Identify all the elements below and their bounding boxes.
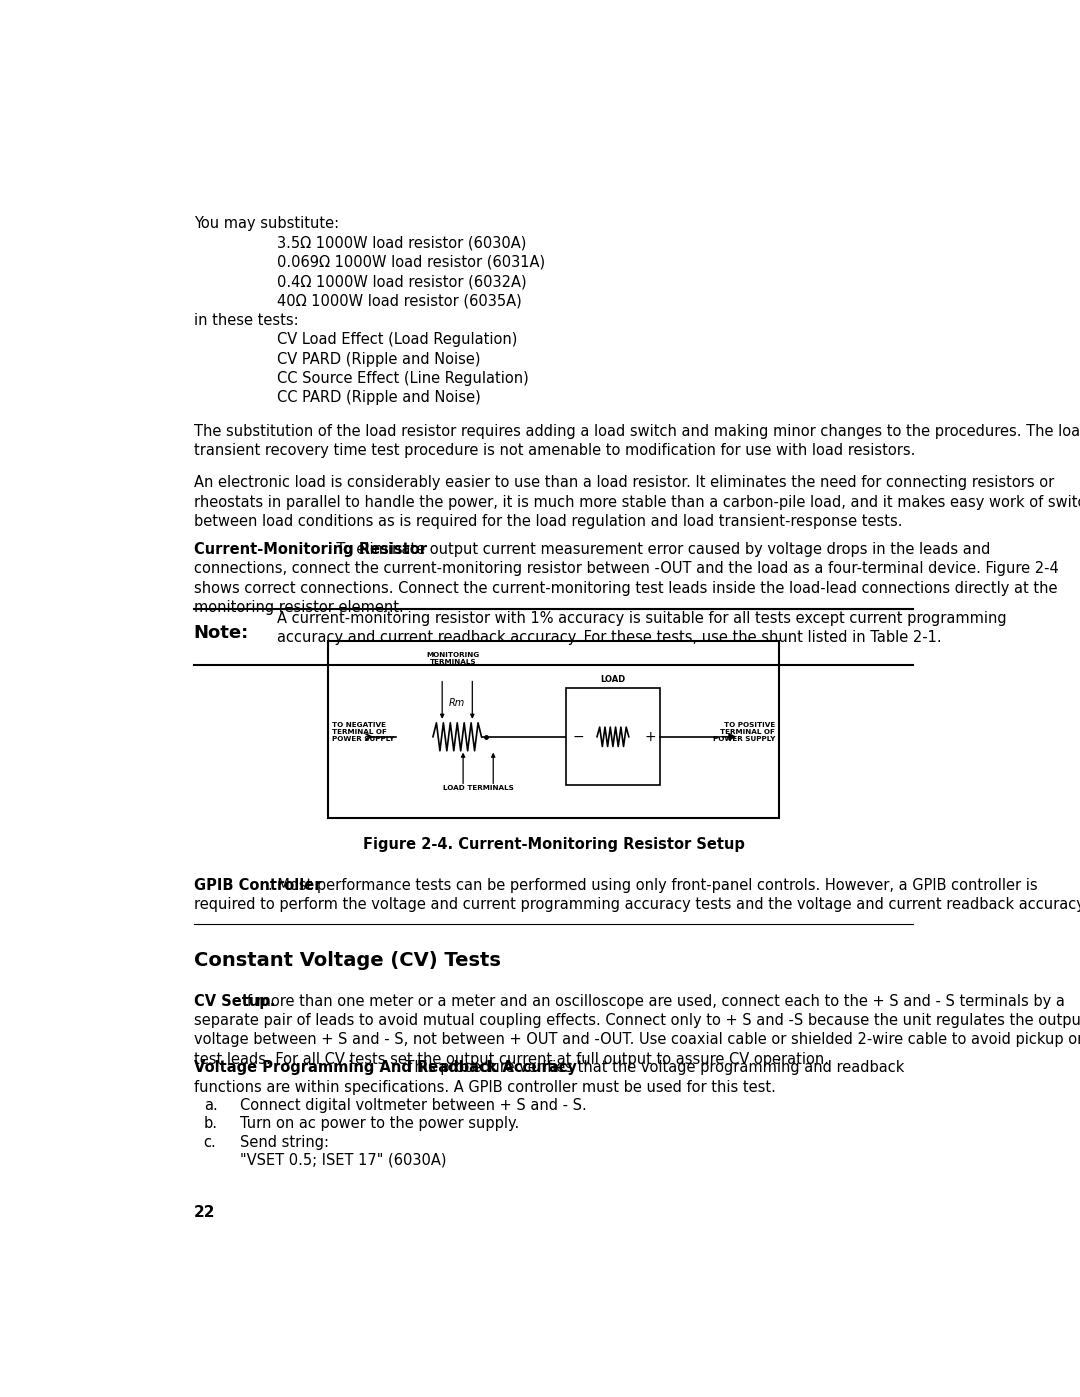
Text: Note:: Note: (193, 623, 248, 641)
Text: Rm: Rm (449, 697, 465, 708)
Text: CV Load Effect (Load Regulation): CV Load Effect (Load Regulation) (278, 332, 517, 348)
Text: Constant Voltage (CV) Tests: Constant Voltage (CV) Tests (193, 951, 500, 970)
Text: Send string:: Send string: (240, 1134, 328, 1150)
Text: GPIB Controller: GPIB Controller (193, 877, 321, 893)
Text: accuracy and current readback accuracy. For these tests, use the shunt listed in: accuracy and current readback accuracy. … (278, 630, 942, 645)
Text: separate pair of leads to avoid mutual coupling effects. Connect only to + S and: separate pair of leads to avoid mutual c… (193, 1013, 1080, 1028)
Text: rheostats in parallel to handle the power, it is much more stable than a carbon-: rheostats in parallel to handle the powe… (193, 495, 1080, 510)
Text: required to perform the voltage and current programming accuracy tests and the v: required to perform the voltage and curr… (193, 897, 1080, 912)
Text: "VSET 0.5; ISET 17" (6030A): "VSET 0.5; ISET 17" (6030A) (240, 1153, 446, 1168)
Text: between load conditions as is required for the load regulation and load transien: between load conditions as is required f… (193, 514, 902, 529)
Text: voltage between + S and - S, not between + OUT and -OUT. Use coaxial cable or sh: voltage between + S and - S, not between… (193, 1032, 1080, 1048)
Text: You may substitute:: You may substitute: (193, 217, 339, 231)
Text: The substitution of the load resistor requires adding a load switch and making m: The substitution of the load resistor re… (193, 423, 1080, 439)
Text: TO NEGATIVE
TERMINAL OF
POWER SUPPLY: TO NEGATIVE TERMINAL OF POWER SUPPLY (332, 722, 394, 742)
Text: Turn on ac power to the power supply.: Turn on ac power to the power supply. (240, 1116, 518, 1132)
Text: in these tests:: in these tests: (193, 313, 298, 328)
Text: 40Ω 1000W load resistor (6035A): 40Ω 1000W load resistor (6035A) (278, 293, 522, 309)
Text: . To eliminate output current measurement error caused by voltage drops in the l: . To eliminate output current measuremen… (327, 542, 990, 557)
Text: 0.4Ω 1000W load resistor (6032A): 0.4Ω 1000W load resistor (6032A) (278, 274, 527, 289)
Text: monitoring resistor element.: monitoring resistor element. (193, 601, 403, 615)
Text: transient recovery time test procedure is not amenable to modification for use w: transient recovery time test procedure i… (193, 443, 915, 458)
Text: 3.5Ω 1000W load resistor (6030A): 3.5Ω 1000W load resistor (6030A) (278, 236, 527, 250)
Text: A current-monitoring resistor with 1% accuracy is suitable for all tests except : A current-monitoring resistor with 1% ac… (278, 610, 1007, 626)
Text: test leads. For all CV tests set the output current at full output to assure CV : test leads. For all CV tests set the out… (193, 1052, 828, 1067)
Text: 0.069Ω 1000W load resistor (6031A): 0.069Ω 1000W load resistor (6031A) (278, 254, 545, 270)
Bar (327, 641, 780, 819)
Text: shows correct connections. Connect the current-monitoring test leads inside the : shows correct connections. Connect the c… (193, 581, 1057, 595)
Text: c.: c. (204, 1134, 216, 1150)
Text: LOAD: LOAD (600, 675, 625, 685)
Text: Voltage Programming And Readback Accuracy: Voltage Programming And Readback Accurac… (193, 1060, 577, 1076)
Text: functions are within specifications. A GPIB controller must be used for this tes: functions are within specifications. A G… (193, 1080, 775, 1095)
Text: 22: 22 (193, 1204, 215, 1220)
Text: CV Setup.: CV Setup. (193, 993, 275, 1009)
Text: Connect digital voltmeter between + S and - S.: Connect digital voltmeter between + S an… (240, 1098, 586, 1113)
Text: . This procedure verifies that the voltage programming and readback: . This procedure verifies that the volta… (396, 1060, 904, 1076)
Text: CC Source Effect (Line Regulation): CC Source Effect (Line Regulation) (278, 372, 529, 386)
Text: Current-Monitoring Resistor: Current-Monitoring Resistor (193, 542, 427, 557)
Bar (566, 689, 660, 785)
Text: b.: b. (204, 1116, 218, 1132)
Text: CC PARD (Ripple and Noise): CC PARD (Ripple and Noise) (278, 390, 481, 405)
Text: MONITORING
TERMINALS: MONITORING TERMINALS (427, 651, 480, 665)
Text: −: − (572, 729, 584, 743)
Text: TO POSITIVE
TERMINAL OF
POWER SUPPLY: TO POSITIVE TERMINAL OF POWER SUPPLY (713, 722, 775, 742)
Text: connections, connect the current-monitoring resistor between -OUT and the load a: connections, connect the current-monitor… (193, 562, 1058, 577)
Text: If more than one meter or a meter and an oscilloscope are used, connect each to : If more than one meter or a meter and an… (238, 993, 1065, 1009)
Text: An electronic load is considerably easier to use than a load resistor. It elimin: An electronic load is considerably easie… (193, 475, 1054, 490)
Text: LOAD TERMINALS: LOAD TERMINALS (443, 785, 514, 791)
Text: . Most performance tests can be performed using only front-panel controls. Howev: . Most performance tests can be performe… (268, 877, 1037, 893)
Text: +: + (645, 729, 657, 743)
Text: Figure 2-4. Current-Monitoring Resistor Setup: Figure 2-4. Current-Monitoring Resistor … (363, 837, 744, 852)
Text: a.: a. (204, 1098, 217, 1113)
Text: CV PARD (Ripple and Noise): CV PARD (Ripple and Noise) (278, 352, 481, 366)
